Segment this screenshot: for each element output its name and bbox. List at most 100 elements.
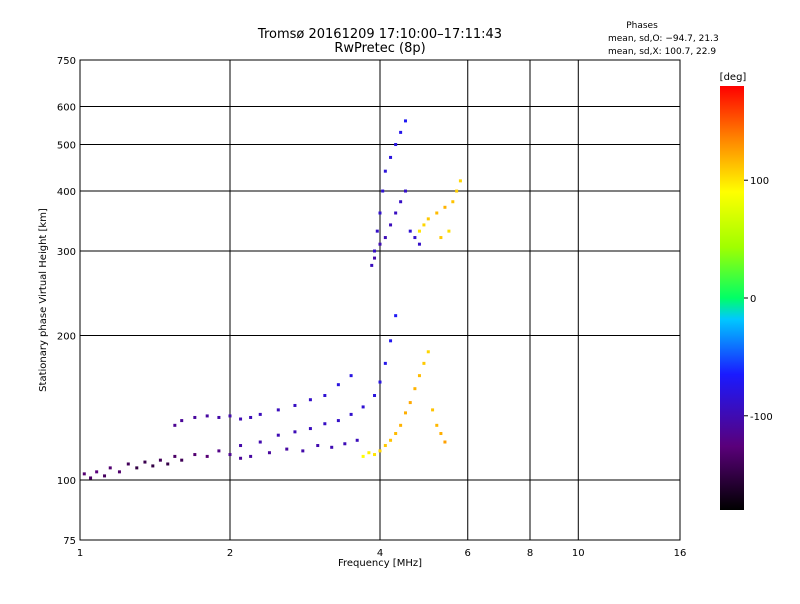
data-point <box>443 440 447 444</box>
data-point <box>205 454 209 458</box>
data-point <box>239 417 243 421</box>
data-points <box>82 119 462 480</box>
data-point <box>435 423 439 427</box>
y-tick-label: 100 <box>57 476 76 487</box>
x-tick-label: 1 <box>77 548 83 559</box>
data-point <box>249 415 253 419</box>
data-point <box>439 236 443 240</box>
data-point <box>126 462 130 466</box>
data-point <box>193 415 197 419</box>
x-tick-label: 6 <box>465 548 471 559</box>
data-point <box>381 189 385 193</box>
colorbar <box>720 86 744 510</box>
data-point <box>293 403 297 407</box>
data-point <box>285 447 289 451</box>
data-point <box>431 408 435 412</box>
data-point <box>166 462 170 466</box>
y-tick-label: 500 <box>57 141 76 152</box>
data-point <box>383 444 387 448</box>
data-point <box>205 414 209 418</box>
data-point <box>173 454 177 458</box>
x-axis-label: Frequency [MHz] <box>338 558 422 569</box>
data-point <box>389 155 393 159</box>
data-point <box>389 339 393 343</box>
data-point <box>422 223 426 227</box>
y-tick-label: 600 <box>57 103 76 114</box>
data-point <box>378 380 382 384</box>
data-point <box>117 470 121 474</box>
data-point <box>180 419 184 423</box>
x-axis-ticks: 1 2 4 6 8 10 16 <box>77 548 687 559</box>
data-point <box>301 449 305 453</box>
data-point <box>403 411 407 415</box>
data-point <box>373 256 377 260</box>
data-point <box>399 200 403 204</box>
data-point <box>383 236 387 240</box>
data-point <box>417 374 421 378</box>
plot-frame <box>79 59 681 541</box>
data-point <box>151 464 155 468</box>
data-point <box>417 229 421 233</box>
data-point <box>383 169 387 173</box>
data-point <box>258 440 262 444</box>
data-point <box>361 454 365 458</box>
data-point <box>373 249 377 253</box>
data-point <box>103 474 107 478</box>
data-point <box>451 200 455 204</box>
x-tick-label: 8 <box>527 548 533 559</box>
data-point <box>361 405 365 409</box>
data-point <box>426 217 430 221</box>
data-point <box>435 211 439 215</box>
data-point <box>276 433 280 437</box>
y-tick-label: 75 <box>63 536 76 547</box>
data-point <box>394 314 398 318</box>
data-point <box>373 453 377 457</box>
colorbar-tick-label: 0 <box>750 294 756 305</box>
data-point <box>394 143 398 147</box>
colorbar-tick-label: -100 <box>750 412 773 423</box>
data-point <box>403 119 407 123</box>
data-point <box>367 451 371 455</box>
data-point <box>228 453 232 457</box>
colorbar-label: [deg] <box>720 72 747 83</box>
data-point <box>355 438 359 442</box>
x-tick-label: 16 <box>674 548 687 559</box>
data-point <box>143 460 147 464</box>
data-point <box>455 189 459 193</box>
data-point <box>336 419 340 423</box>
x-tick-label: 4 <box>377 548 383 559</box>
data-point <box>108 466 112 470</box>
data-point <box>370 263 374 267</box>
data-point <box>458 179 462 183</box>
data-point <box>426 350 430 354</box>
data-point <box>413 236 417 240</box>
colorbar-tick-label: 100 <box>750 176 769 187</box>
data-point <box>408 401 412 405</box>
data-point <box>82 472 86 476</box>
data-point <box>349 374 353 378</box>
data-point <box>447 229 451 233</box>
stats-line-x: mean, sd,X: 100.7, 22.9 <box>608 47 716 57</box>
data-point <box>399 130 403 134</box>
data-point <box>378 242 382 246</box>
data-point <box>394 432 398 436</box>
data-point <box>228 414 232 418</box>
data-point <box>193 453 197 457</box>
data-point <box>394 211 398 215</box>
chart-subtitle: RwPretec (8p) <box>334 41 425 56</box>
data-point <box>413 387 417 391</box>
data-point <box>417 242 421 246</box>
data-point <box>173 423 177 427</box>
data-point <box>276 408 280 412</box>
y-tick-label: 300 <box>57 247 76 258</box>
x-tick-label: 2 <box>227 548 233 559</box>
data-point <box>422 361 426 365</box>
data-point <box>249 454 253 458</box>
data-point <box>239 456 243 460</box>
y-axis-ticks: 75 100 200 300 400 500 600 750 <box>57 56 76 547</box>
colorbar-ticks: 100 0 -100 <box>744 176 773 423</box>
x-tick-label: 10 <box>572 548 585 559</box>
data-point <box>323 394 327 398</box>
grid-lines <box>80 60 680 540</box>
